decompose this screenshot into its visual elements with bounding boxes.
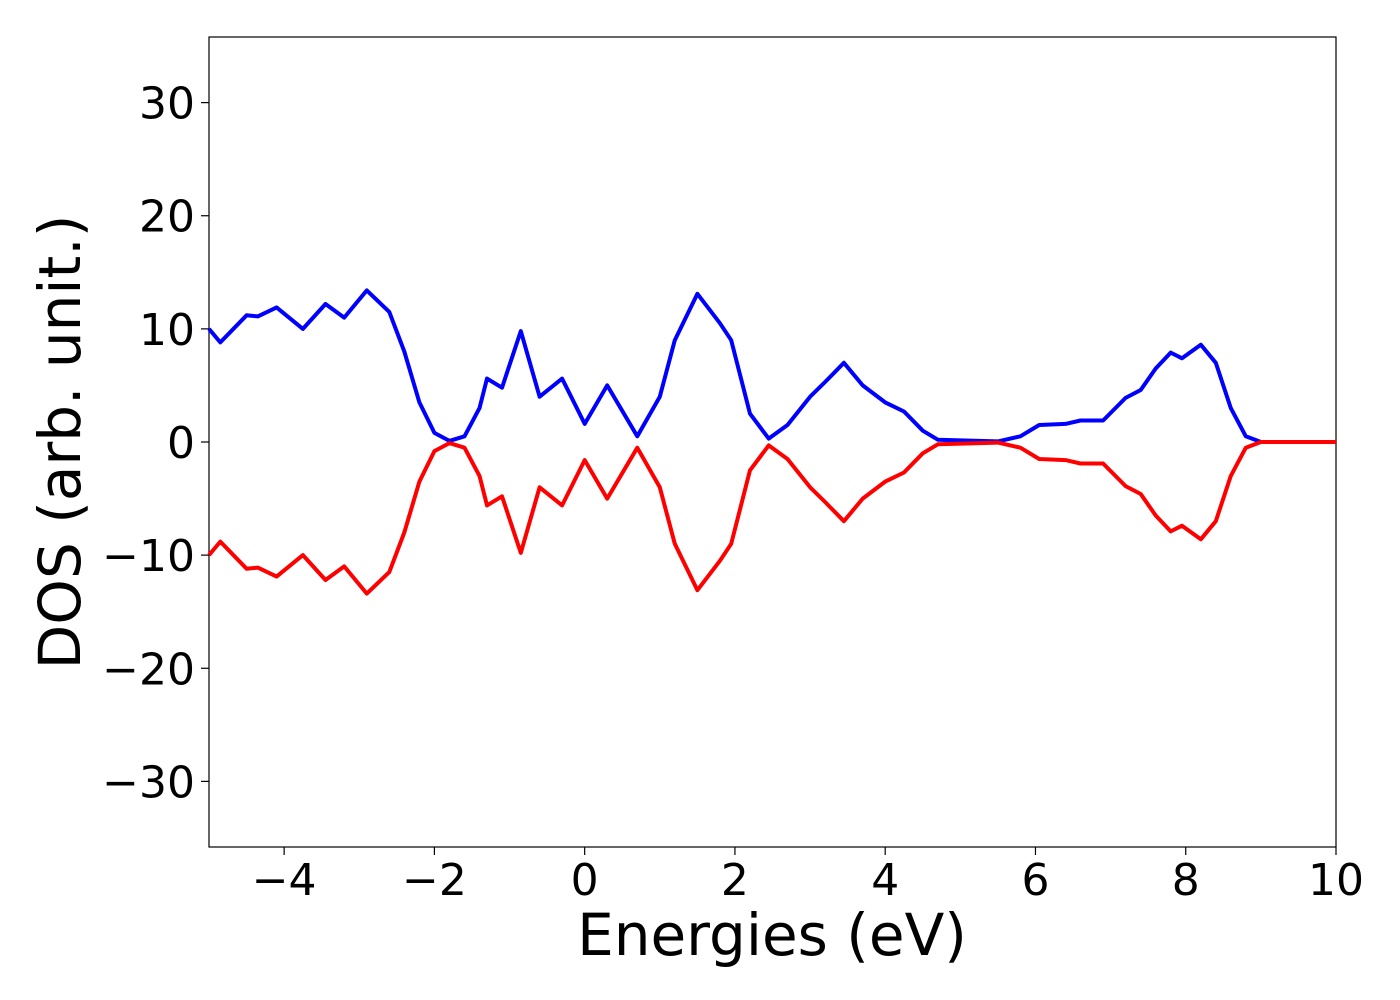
y-tick-label: 10 [139,305,195,356]
x-axis-label: Energies (eV) [577,901,967,969]
x-tick-label: 8 [1172,855,1200,906]
x-tick-label: 4 [871,855,899,906]
x-tick-label: 10 [1308,855,1364,906]
y-axis-label: DOS (arb. unit.) [26,215,94,670]
x-tick-label: −2 [402,855,467,906]
x-tick-label: −4 [252,855,317,906]
series-line [207,288,1336,444]
x-tick-label: 0 [571,855,599,906]
y-tick-label: −20 [102,644,195,695]
plot-frame [208,36,1337,848]
y-tick-label: −30 [102,757,195,808]
y-tick-label: 0 [167,418,195,469]
series-line [207,440,1336,596]
x-tick-label: 6 [1021,855,1049,906]
y-tick-label: 20 [139,192,195,243]
y-tick-label: 30 [139,79,195,130]
y-tick-label: −10 [102,531,195,582]
x-tick-label: 2 [721,855,749,906]
